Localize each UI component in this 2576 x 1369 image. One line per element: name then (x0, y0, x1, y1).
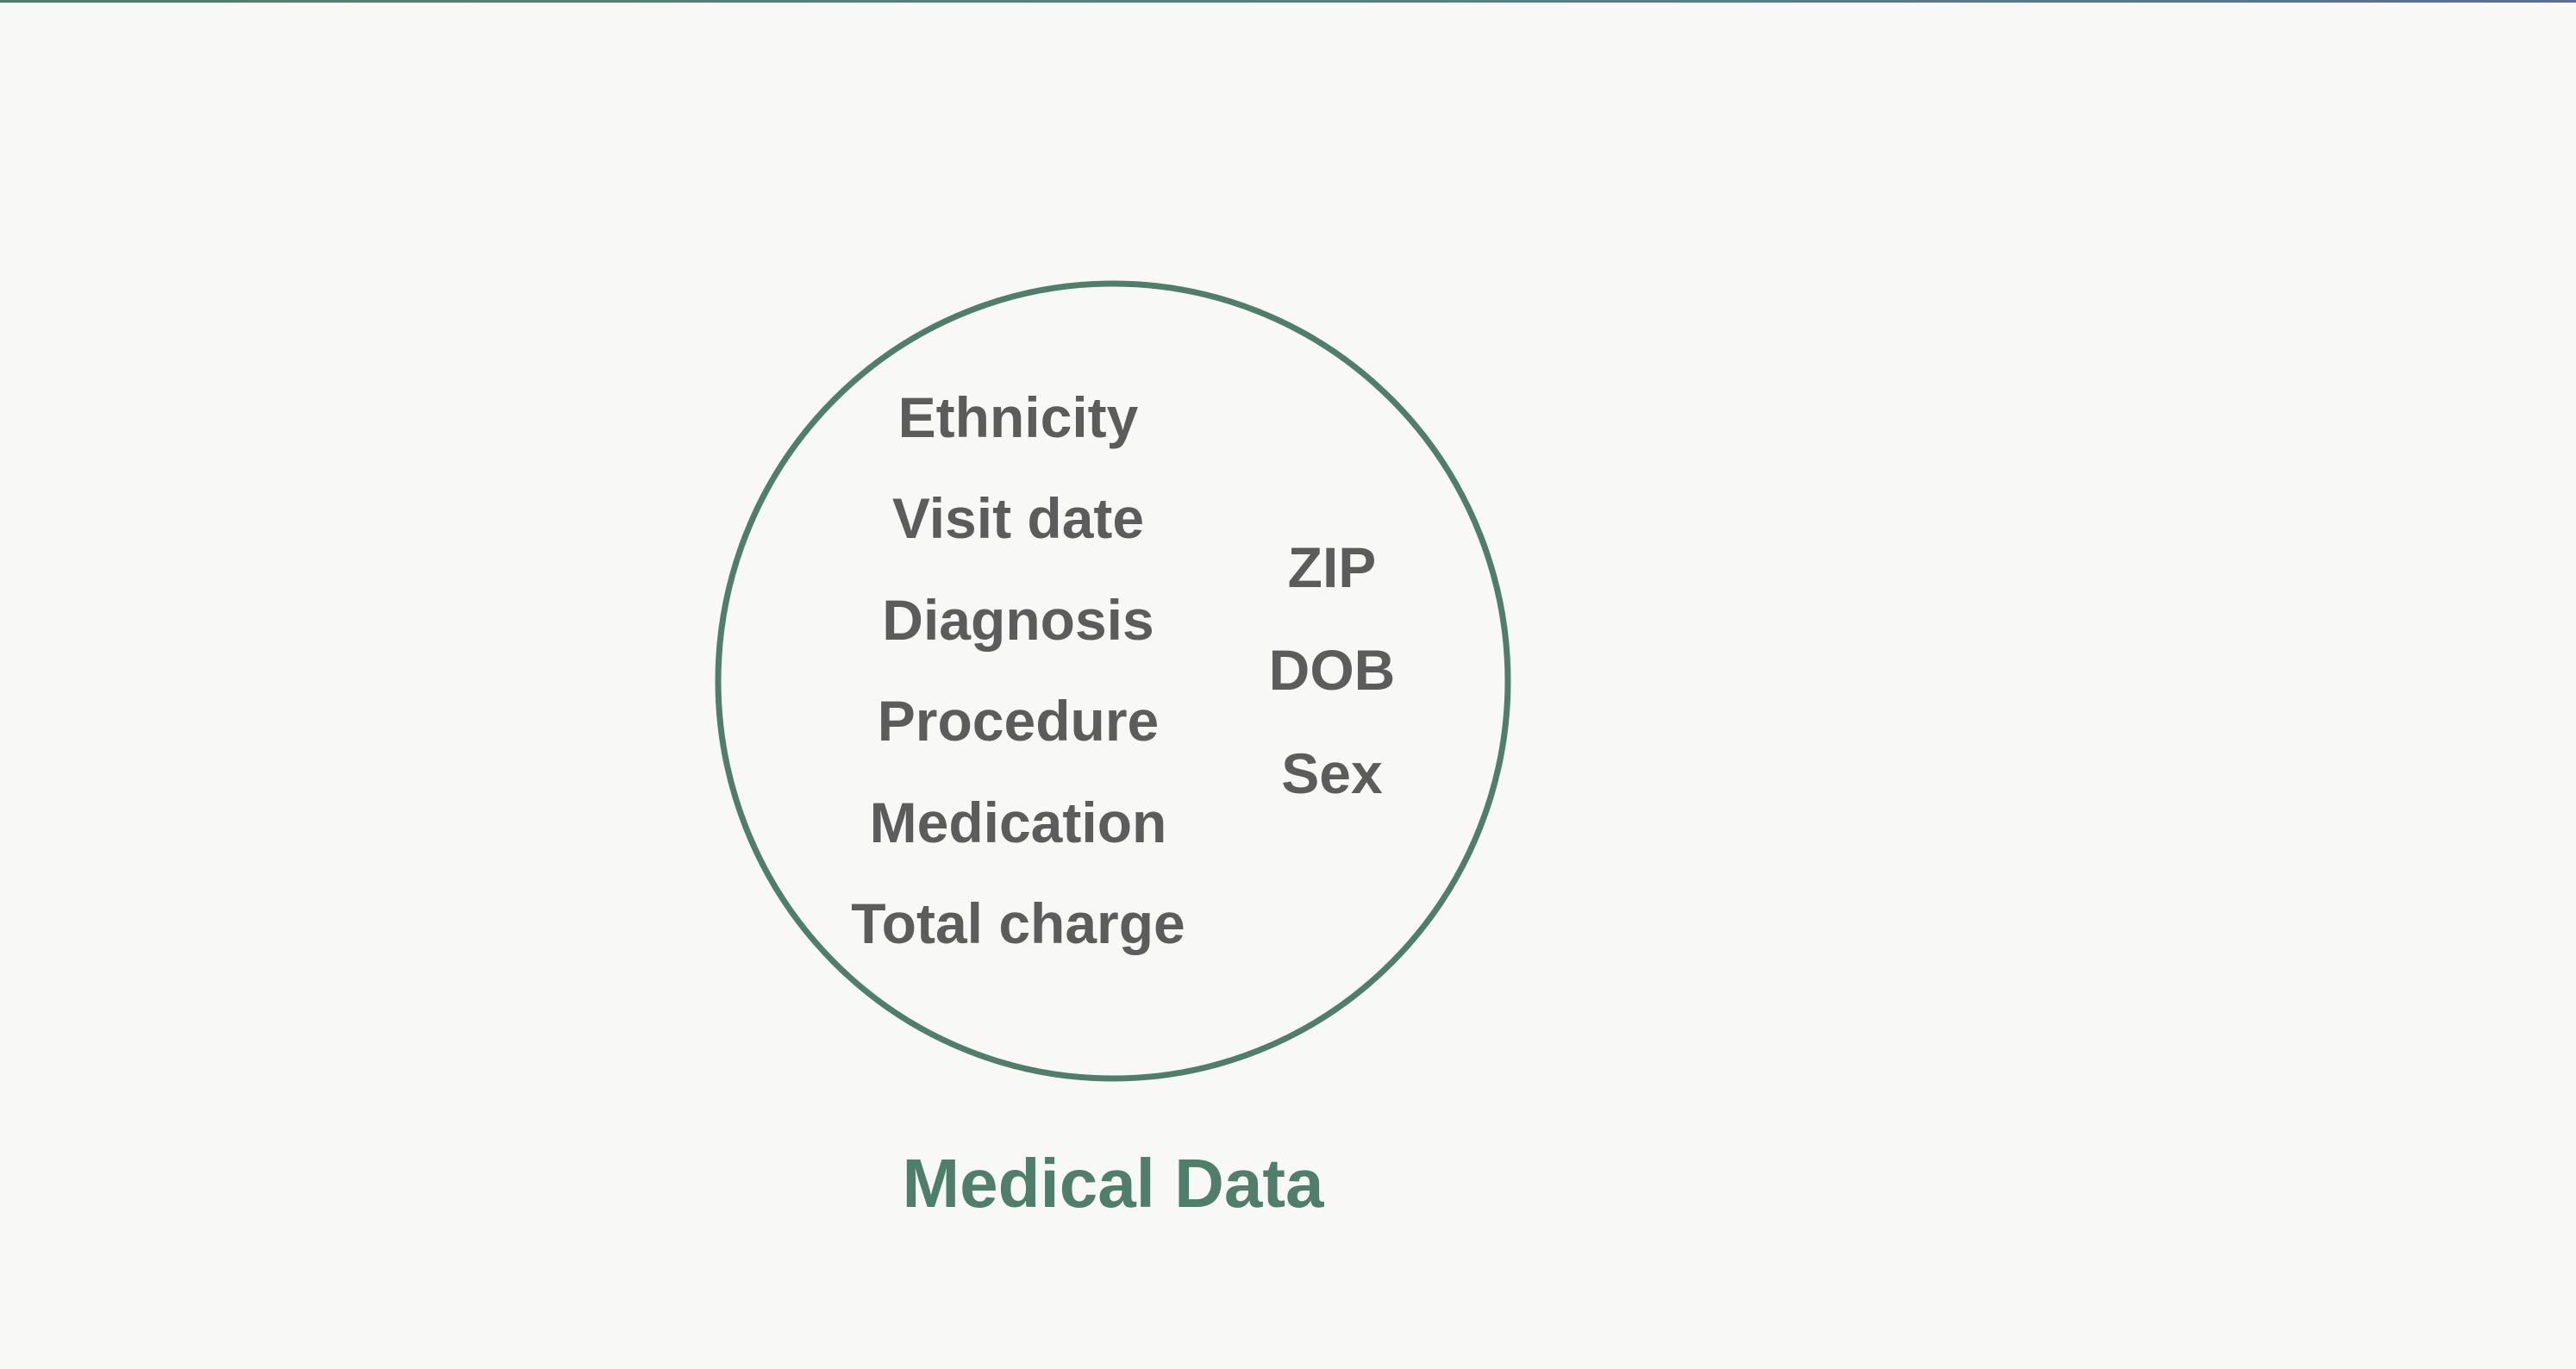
field-total-charge: Total charge (851, 891, 1185, 955)
field-visit-date: Visit date (892, 486, 1144, 550)
field-ethnicity: Ethnicity (898, 385, 1139, 449)
medical-data-circle (715, 280, 1511, 1082)
set-title-medical-data: Medical Data (902, 1145, 1324, 1222)
top-border (0, 0, 2576, 3)
field-zip: ZIP (1288, 535, 1377, 599)
field-medication: Medication (870, 791, 1167, 854)
shared-field-list: ZIP DOB Sex (1269, 535, 1396, 805)
field-procedure: Procedure (878, 689, 1159, 753)
field-sex: Sex (1281, 741, 1383, 805)
inner-field-list: Ethnicity Visit date Diagnosis Procedure… (851, 385, 1185, 955)
field-diagnosis: Diagnosis (882, 588, 1154, 652)
field-dob: DOB (1269, 638, 1396, 702)
